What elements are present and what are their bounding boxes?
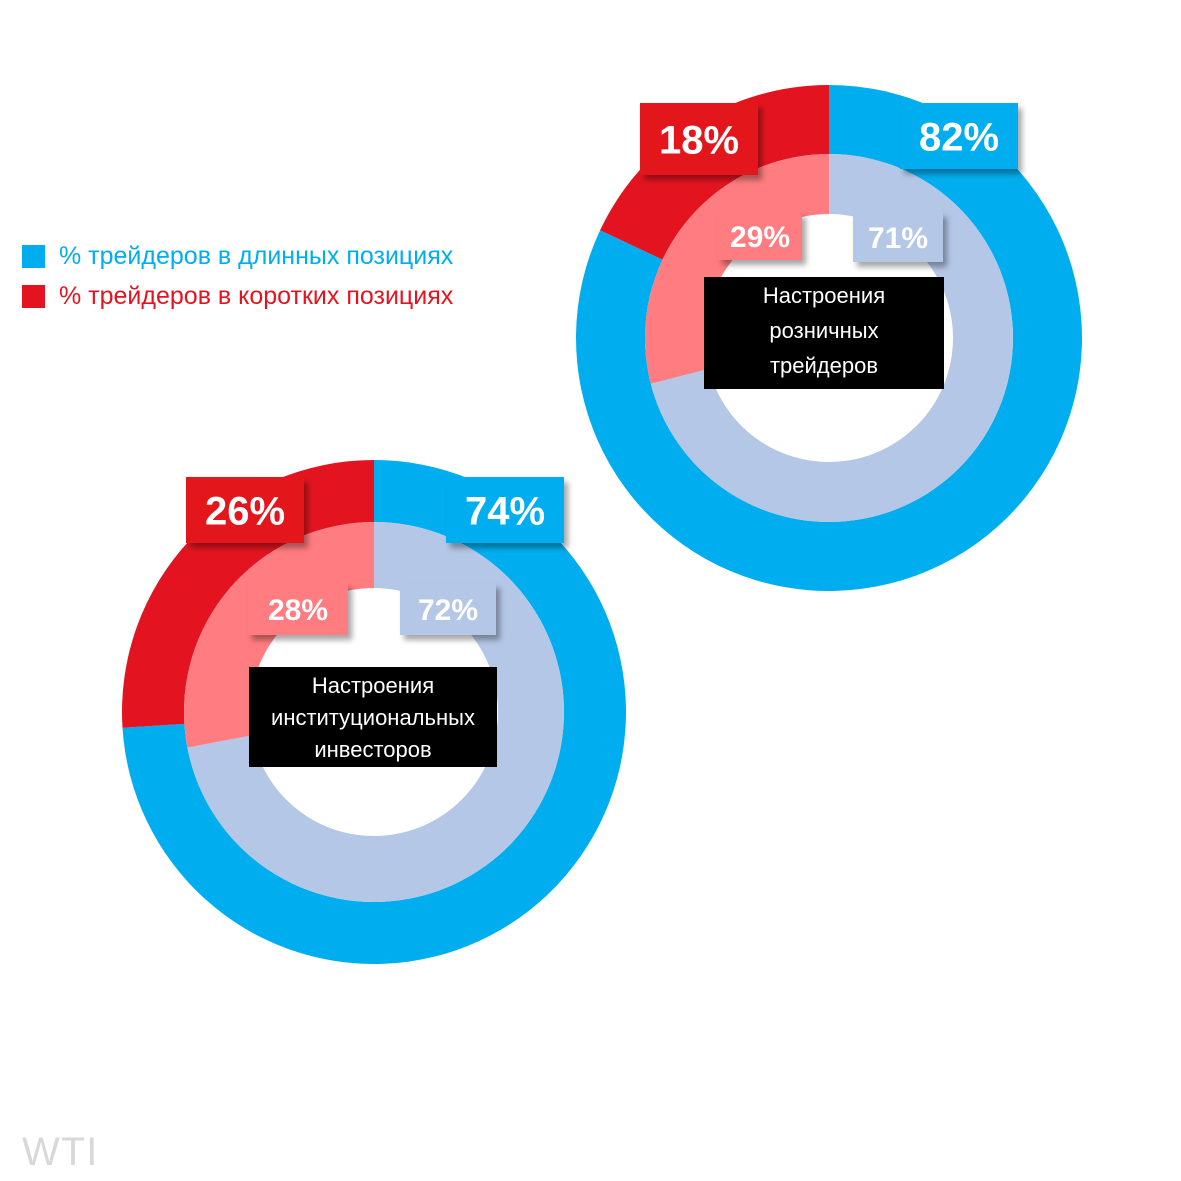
retail-label-text-outer-short: 18% — [659, 118, 739, 162]
institutional-label-text-outer-long: 74% — [465, 489, 545, 533]
institutional-label-outer-long: 74% — [446, 477, 564, 543]
institutional-label-text-inner-long: 72% — [418, 594, 478, 627]
institutional-label-inner-short: 28% — [248, 583, 348, 635]
retail-label-text-inner-short: 29% — [730, 221, 790, 254]
retail-chart-caption: Настроения розничных трейдеров — [704, 277, 944, 389]
institutional-caption-line-1: Настроения — [311, 673, 435, 698]
retail-label-box-outer-short — [640, 103, 758, 175]
institutional-label-box-inner-short — [248, 583, 348, 635]
retail-caption-line-3: трейдеров — [769, 353, 879, 378]
retail-label-box-inner-short — [718, 212, 802, 260]
data-label-layer: 18% 82% 29% 71% 26% 74% 28% 72% — [186, 103, 1018, 635]
institutional-inner-slice-short — [184, 522, 374, 748]
institutional-label-box-outer-short — [186, 477, 304, 543]
institutional-label-text-outer-short: 26% — [205, 489, 285, 533]
retail-label-outer-short: 18% — [640, 103, 758, 175]
retail-label-inner-short: 29% — [718, 212, 802, 260]
legend-item-short: % трейдеров в коротких позициях — [22, 276, 453, 316]
institutional-label-box-outer-long — [446, 477, 564, 543]
legend-item-long: % трейдеров в длинных позициях — [22, 236, 453, 276]
retail-label-box-outer-long — [900, 103, 1018, 169]
legend-swatch-short — [22, 284, 45, 308]
watermark-text: WTI — [22, 1130, 99, 1174]
institutional-caption-line-2: институциональных — [271, 705, 475, 730]
institutional-label-inner-long: 72% — [400, 583, 496, 635]
retail-label-inner-long: 71% — [853, 212, 943, 262]
institutional-label-outer-short: 26% — [186, 477, 304, 543]
legend: % трейдеров в длинных позициях % трейдер… — [22, 236, 453, 316]
retail-label-outer-long: 82% — [900, 103, 1018, 169]
retail-caption-line-2: розничных — [769, 318, 879, 343]
retail-inner-slice-short — [645, 154, 829, 384]
legend-swatch-long — [22, 244, 45, 268]
retail-caption-line-1: Настроения — [762, 283, 886, 308]
institutional-label-box-inner-long — [400, 583, 496, 635]
legend-label-short: % трейдеров в коротких позициях — [59, 281, 454, 310]
retail-label-text-inner-long: 71% — [868, 222, 928, 255]
institutional-label-text-inner-short: 28% — [268, 594, 328, 627]
retail-label-text-outer-long: 82% — [919, 115, 999, 159]
retail-label-box-inner-long — [853, 212, 943, 262]
institutional-chart-caption: Настроения институциональных инвесторов — [249, 667, 497, 767]
institutional-outer-slice-short — [121, 460, 374, 728]
institutional-caption-line-3: инвесторов — [314, 737, 432, 762]
legend-label-long: % трейдеров в длинных позициях — [59, 241, 454, 270]
